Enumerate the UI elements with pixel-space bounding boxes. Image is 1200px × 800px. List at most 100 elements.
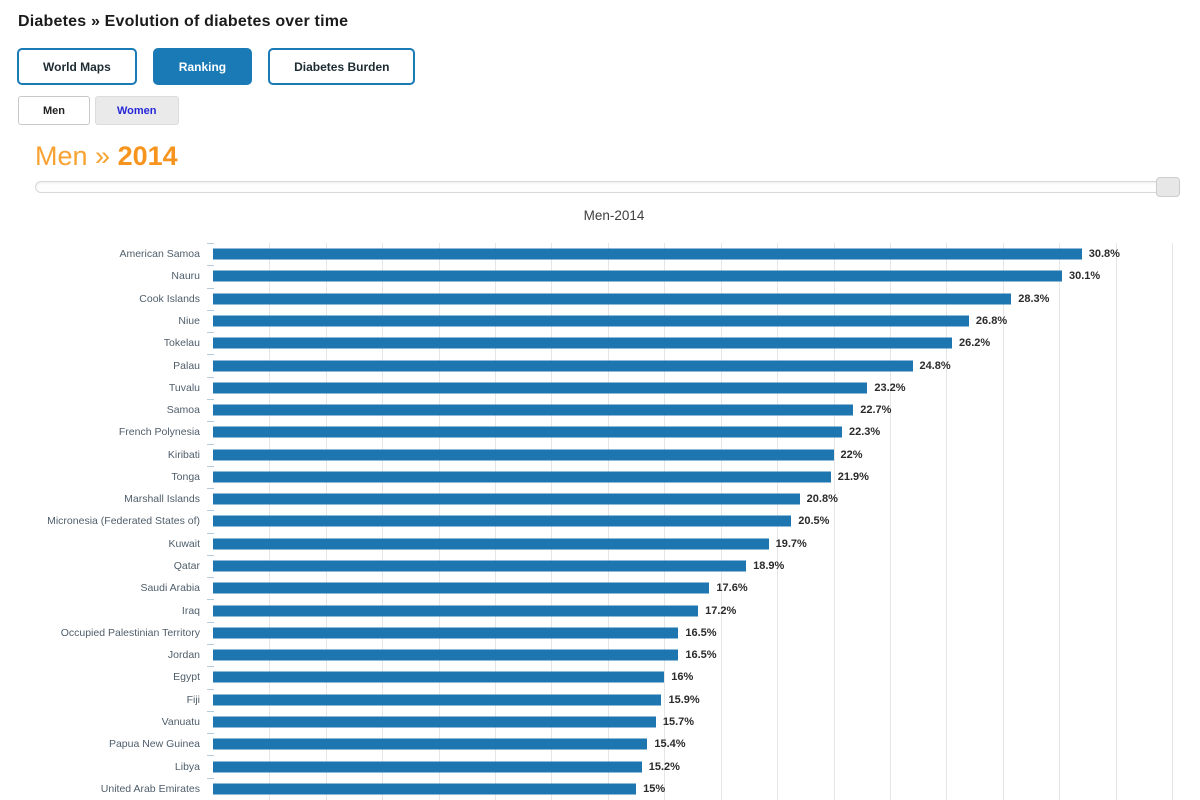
chart-title: Men-2014: [583, 208, 645, 223]
axis-tick: [207, 354, 214, 356]
value-label: 20.8%: [806, 493, 838, 506]
bar: [213, 360, 913, 372]
bar: [213, 248, 1082, 260]
axis-tick: [207, 666, 214, 668]
chart-row: Iraq 17.2%: [28, 599, 1172, 621]
value-label: 17.6%: [716, 582, 748, 595]
category-label: Libya: [174, 760, 200, 773]
bar: [213, 627, 679, 639]
chart-row: Palau 24.8%: [28, 354, 1172, 376]
axis-tick: [207, 755, 214, 757]
axis-tick: [207, 332, 214, 334]
category-label: Papua New Guinea: [108, 738, 200, 751]
nav-tabs: World Maps Ranking Diabetes Burden: [17, 48, 416, 85]
tab-men[interactable]: Men: [18, 96, 90, 125]
axis-tick: [207, 621, 214, 623]
gridline: [1115, 243, 1117, 800]
value-label: 26.2%: [958, 337, 991, 350]
category-label: Samoa: [166, 404, 200, 417]
bar: [213, 404, 854, 416]
axis-tick: [207, 577, 214, 579]
value-label: 26.8%: [975, 314, 1008, 327]
chart-row: Marshall Islands 20.8%: [28, 488, 1172, 510]
gridline: [1002, 243, 1004, 800]
axis-tick: [207, 777, 214, 779]
chart-row: Micronesia (Federated States of) 20.5%: [28, 510, 1172, 532]
gridline: [1172, 243, 1173, 800]
value-label: 24.8%: [919, 359, 951, 372]
chart-row: American Samoa 30.8%: [28, 243, 1172, 265]
chart-row: Kuwait 19.7%: [28, 533, 1172, 555]
bar: [213, 738, 648, 750]
value-label: 15.7%: [662, 716, 695, 728]
axis-tick: [207, 398, 214, 400]
chart-row: Cook Islands 28.3%: [28, 288, 1172, 310]
category-label: Fiji: [186, 693, 200, 706]
category-label: Nauru: [171, 270, 200, 283]
axis-tick: [207, 532, 214, 534]
axis-tick: [207, 421, 214, 423]
chart-row: Fiji 15.9%: [28, 689, 1172, 711]
chart-row: Niue 26.8%: [28, 310, 1172, 332]
category-label: Kiribati: [167, 448, 200, 461]
bar: [213, 337, 952, 349]
page-title: Diabetes » Evolution of diabetes over ti…: [18, 13, 349, 30]
value-label: 18.9%: [753, 560, 785, 573]
axis-tick: [207, 488, 214, 490]
chart-row: Samoa 22.7%: [28, 399, 1172, 421]
axis-tick: [207, 465, 214, 467]
category-label: Cook Islands: [139, 292, 200, 305]
value-label: 16.5%: [685, 649, 717, 662]
tab-diabetes-burden[interactable]: Diabetes Burden: [268, 48, 416, 85]
axis-tick: [207, 287, 214, 289]
heading-gender: Men »: [35, 141, 111, 171]
category-label: United Arab Emirates: [100, 782, 200, 795]
value-label: 21.9%: [837, 470, 869, 483]
year-slider-handle[interactable]: [1156, 177, 1180, 197]
axis-tick: [207, 510, 214, 512]
bar: [213, 694, 662, 706]
tab-ranking[interactable]: Ranking: [152, 48, 253, 85]
value-label: 17.2%: [705, 604, 737, 617]
axis-tick: [207, 644, 214, 646]
axis-tick: [207, 376, 214, 378]
axis-tick: [207, 265, 214, 267]
bar: [213, 783, 637, 795]
bar: [213, 471, 831, 483]
axis-tick: [207, 243, 214, 244]
bar: [213, 270, 1062, 282]
bar: [213, 515, 792, 527]
value-label: 15%: [643, 782, 666, 795]
gender-tabs: Men Women: [18, 96, 179, 125]
chart-row: Saudi Arabia 17.6%: [28, 577, 1172, 599]
chart-row: Tokelau 26.2%: [28, 332, 1172, 354]
axis-tick: [207, 443, 214, 445]
category-label: Saudi Arabia: [140, 582, 200, 595]
bar: [213, 761, 642, 773]
category-label: American Samoa: [119, 248, 200, 261]
value-label: 16.5%: [685, 626, 717, 639]
bar: [213, 671, 665, 683]
chart-row: Jordan 16.5%: [28, 644, 1172, 666]
value-label: 19.7%: [775, 537, 807, 550]
category-label: Vanuatu: [161, 716, 200, 728]
chart-row: Papua New Guinea 15.4%: [28, 733, 1172, 755]
bar: [213, 538, 769, 550]
heading-year: 2014: [117, 141, 178, 171]
bar: [213, 649, 679, 661]
tab-women[interactable]: Women: [95, 96, 179, 125]
category-label: Egypt: [173, 671, 200, 684]
category-label: French Polynesia: [118, 426, 200, 439]
chart-row: Vanuatu 15.7%: [28, 711, 1172, 733]
tab-world-maps[interactable]: World Maps: [17, 48, 137, 85]
axis-tick: [207, 688, 214, 690]
chart-row: Libya 15.2%: [28, 755, 1172, 777]
category-label: Tonga: [171, 470, 200, 483]
value-label: 23.2%: [874, 381, 906, 394]
bar: [213, 293, 1012, 305]
year-slider[interactable]: [35, 177, 1180, 197]
value-label: 15.9%: [668, 693, 700, 706]
axis-tick: [207, 710, 214, 712]
axis-tick: [207, 554, 214, 556]
